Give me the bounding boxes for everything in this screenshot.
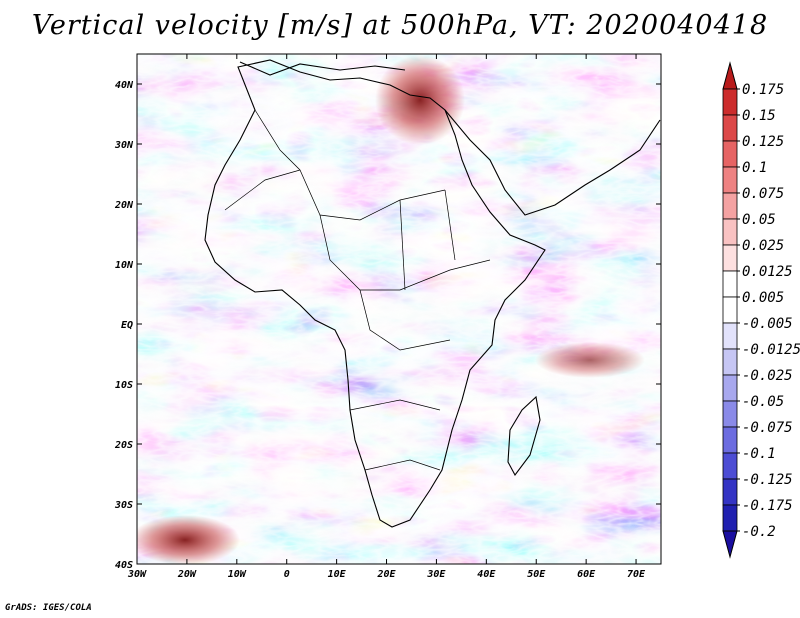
- africa-coastline: [204, 59, 546, 528]
- europe-coastline: [239, 61, 406, 76]
- colorbar-segment: [722, 88, 738, 116]
- x-tick-label: 60E: [577, 569, 596, 580]
- coastlines: [204, 59, 661, 528]
- footer-credit: GrADS: IGES/COLA: [5, 603, 92, 613]
- map-frame: [136, 53, 662, 565]
- x-tick-label: 30E: [426, 569, 446, 580]
- colorbar-min-triangle: [722, 530, 738, 559]
- colorbar-label: 0.0125: [742, 264, 793, 280]
- colorbar-label: -0.125: [742, 472, 793, 488]
- colorbar: 0.175 0.15 0.125 0.1 0.075 0.05 0.025 0.0125 0.0…: [722, 61, 800, 559]
- colorbar-segment: [722, 452, 738, 480]
- chart-title: Vertical velocity [m/s] at 500hPa, VT: 2…: [31, 10, 769, 41]
- colorbar-label: -0.005: [742, 316, 793, 332]
- country-borders: [224, 109, 491, 471]
- y-tick-label: 30N: [114, 140, 134, 151]
- x-tick-label: 70E: [627, 569, 646, 580]
- y-tick-label: 10N: [115, 260, 134, 271]
- y-tick-label: 40N: [115, 80, 134, 91]
- x-tick-label: 40E: [477, 569, 496, 580]
- colorbar-segment: [722, 114, 738, 142]
- colorbar-label: -0.2: [742, 524, 776, 540]
- colorbar-label: -0.175: [742, 498, 793, 514]
- colorbar-label: 0.125: [742, 134, 784, 150]
- strong-ascent-region: [375, 55, 465, 145]
- x-tick-label: 0: [284, 569, 290, 580]
- colorbar-segment: [722, 270, 738, 298]
- colorbar-segment: [722, 296, 738, 324]
- colorbar-segment: [722, 478, 738, 506]
- colorbar-label: 0.15: [742, 108, 776, 124]
- colorbar-label: 0.075: [742, 186, 784, 202]
- colorbar-segment: [722, 244, 738, 272]
- colorbar-label: -0.075: [742, 420, 793, 436]
- arabia-coastline: [444, 109, 661, 216]
- colorbar-label: 0.05: [742, 212, 776, 228]
- colorbar-segment: [722, 140, 738, 168]
- y-tick-label: 20S: [114, 440, 133, 451]
- ascent-region-southwest: [137, 515, 240, 564]
- ascent-region-indian-ocean: [535, 342, 645, 378]
- x-axis: 30W 20W 10W 0 10E 20E 30E 40E 50E 60E 70E: [127, 54, 646, 580]
- colorbar-label: -0.025: [742, 368, 793, 384]
- y-tick-label: 10S: [115, 380, 133, 391]
- colorbar-max-triangle: [722, 61, 738, 90]
- colorbar-label: 0.1: [742, 160, 767, 176]
- colorbar-label: 0.025: [742, 238, 784, 254]
- x-tick-label: 50E: [527, 569, 546, 580]
- x-tick-label: 10W: [228, 569, 247, 580]
- colorbar-segment: [722, 218, 738, 246]
- colorbar-segment: [722, 166, 738, 194]
- colorbar-segment: [722, 192, 738, 220]
- colorbar-label: 0.005: [742, 290, 784, 306]
- colorbar-segment: [722, 374, 738, 402]
- colorbar-label: -0.0125: [742, 342, 800, 358]
- colorbar-segment: [722, 322, 738, 350]
- y-axis: 40S 30S 20S 10S EQ 10N 20N 30N 40N: [114, 80, 661, 571]
- colorbar-segment: [722, 400, 738, 428]
- x-tick-label: 10E: [328, 569, 347, 580]
- colorbar-segment: [722, 426, 738, 454]
- y-tick-label: EQ: [121, 320, 133, 331]
- colorbar-label: -0.1: [742, 446, 776, 462]
- y-tick-label: 20N: [114, 200, 134, 211]
- map-plot-area: [137, 54, 661, 564]
- x-tick-label: 20E: [376, 569, 396, 580]
- madagascar-coastline: [507, 395, 541, 477]
- colorbar-segment: [722, 348, 738, 376]
- colorbar-label: 0.175: [742, 82, 784, 98]
- x-tick-label: 30W: [127, 569, 147, 580]
- x-tick-label: 20W: [177, 569, 197, 580]
- colorbar-segment: [722, 504, 738, 532]
- colorbar-label: -0.05: [742, 394, 784, 410]
- y-tick-label: 40S: [115, 560, 133, 571]
- y-tick-label: 30S: [114, 500, 133, 511]
